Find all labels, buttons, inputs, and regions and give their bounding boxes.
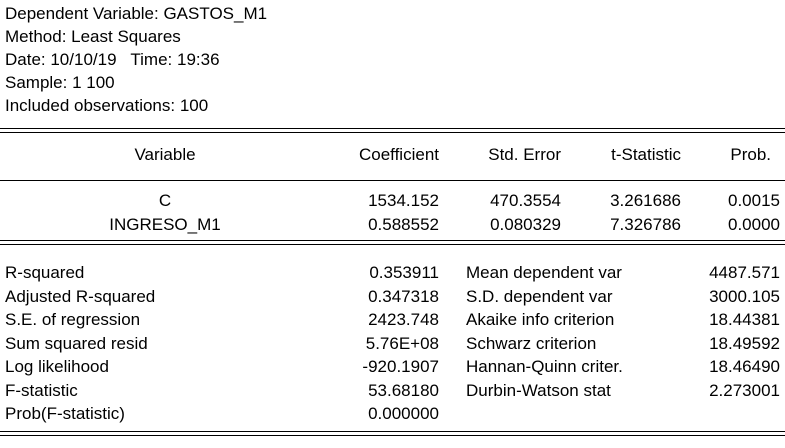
stat-label: Sum squared resid bbox=[5, 334, 148, 353]
coef-prob: 0.0015 bbox=[728, 191, 780, 210]
bottom-rule bbox=[0, 431, 785, 432]
stat-value: 2.273001 bbox=[709, 381, 780, 400]
stat-label: Durbin-Watson stat bbox=[466, 381, 611, 400]
stat-value: 18.46490 bbox=[709, 357, 780, 376]
stat-value: 5.76E+08 bbox=[365, 334, 439, 353]
coef-value: 0.588552 bbox=[368, 215, 439, 234]
bottom-rule-double bbox=[0, 435, 785, 436]
stat-label: S.E. of regression bbox=[5, 310, 141, 329]
stat-label: Adjusted R-squared bbox=[5, 287, 156, 306]
stat-label: F-statistic bbox=[5, 381, 78, 400]
column-header-variable: Variable bbox=[134, 145, 196, 164]
stat-label: S.D. dependent var bbox=[466, 287, 613, 306]
stat-value: 53.68180 bbox=[368, 381, 439, 400]
stat-value: 18.49592 bbox=[709, 334, 780, 353]
stat-label: Prob(F-statistic) bbox=[5, 404, 125, 423]
stat-value: 3000.105 bbox=[709, 287, 780, 306]
coef-value: 1534.152 bbox=[368, 191, 439, 210]
stat-label: Mean dependent var bbox=[466, 263, 622, 282]
top-rule bbox=[0, 128, 785, 129]
coef-std-error: 470.3554 bbox=[490, 191, 561, 210]
stat-label: Hannan-Quinn criter. bbox=[466, 357, 623, 376]
coef-t-statistic: 3.261686 bbox=[610, 191, 681, 210]
method-label: Method: Least Squares bbox=[5, 27, 181, 46]
sample-label: Sample: 1 100 bbox=[5, 73, 115, 92]
column-header-rule bbox=[0, 180, 785, 181]
column-header-prob: Prob. bbox=[730, 145, 771, 164]
stat-label: R-squared bbox=[5, 263, 85, 282]
coef-variable-name: INGRESO_M1 bbox=[109, 215, 221, 234]
dependent-variable-label: Dependent Variable: GASTOS_M1 bbox=[5, 4, 268, 23]
coef-bottom-rule-double bbox=[0, 244, 785, 245]
stat-value: 18.44381 bbox=[709, 310, 780, 329]
coef-std-error: 0.080329 bbox=[490, 215, 561, 234]
top-rule-double bbox=[0, 132, 785, 133]
stat-value: 0.347318 bbox=[368, 287, 439, 306]
stat-label: Log likelihood bbox=[5, 357, 109, 376]
coef-bottom-rule bbox=[0, 240, 785, 241]
stat-value: 4487.571 bbox=[709, 263, 780, 282]
stat-value: 2423.748 bbox=[368, 310, 439, 329]
coef-prob: 0.0000 bbox=[728, 215, 780, 234]
column-header-t-statistic: t-Statistic bbox=[611, 145, 681, 164]
coef-variable-name: C bbox=[158, 191, 172, 210]
observations-label: Included observations: 100 bbox=[5, 96, 209, 115]
column-header-coefficient: Coefficient bbox=[358, 145, 439, 164]
stat-label: Schwarz criterion bbox=[466, 334, 597, 353]
column-header-std-error: Std. Error bbox=[488, 145, 561, 164]
stat-value: -920.1907 bbox=[362, 357, 439, 376]
coef-t-statistic: 7.326786 bbox=[610, 215, 681, 234]
stat-label: Akaike info criterion bbox=[466, 310, 615, 329]
stat-value: 0.000000 bbox=[368, 404, 439, 423]
date-time-label: Date: 10/10/19 Time: 19:36 bbox=[5, 50, 220, 69]
stat-value: 0.353911 bbox=[369, 263, 439, 282]
